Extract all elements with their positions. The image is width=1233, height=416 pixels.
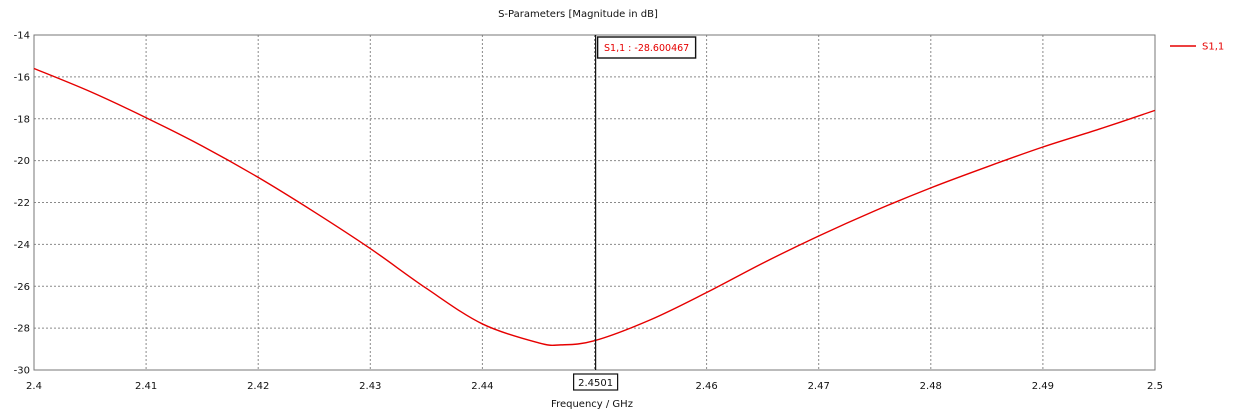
- chart-title: S-Parameters [Magnitude in dB]: [498, 9, 658, 20]
- y-tick-label: -30: [14, 366, 30, 377]
- x-axis-label: Frequency / GHz: [551, 399, 633, 410]
- x-tick-label: 2.44: [471, 381, 493, 392]
- y-tick-label: -28: [14, 324, 30, 335]
- grid-lines: [34, 35, 1155, 370]
- x-tick-label: 2.46: [695, 381, 717, 392]
- x-tick-label: 2.4: [26, 381, 42, 392]
- x-tick-label: 2.43: [359, 381, 381, 392]
- marker-value-label: S1,1 : -28.600467: [604, 43, 689, 54]
- y-axis-ticks: -14 -16 -18 -20 -22 -24 -26 -28 -30: [14, 31, 30, 377]
- marker-layer[interactable]: S1,1 : -28.600467 2.4501: [573, 35, 697, 391]
- y-tick-label: -20: [14, 156, 30, 167]
- x-tick-label: 2.5: [1147, 381, 1163, 392]
- y-tick-label: -14: [14, 31, 30, 42]
- y-tick-label: -26: [14, 282, 30, 293]
- marker-x-box: [573, 373, 619, 391]
- x-tick-label: 2.41: [135, 381, 157, 392]
- x-tick-label: 2.48: [920, 381, 942, 392]
- y-tick-label: -18: [14, 114, 30, 125]
- x-tick-label: 2.49: [1032, 381, 1054, 392]
- y-tick-label: -24: [14, 240, 30, 251]
- x-tick-label: 2.47: [808, 381, 830, 392]
- y-tick-label: -16: [14, 72, 30, 83]
- plot-area: [33, 34, 1156, 371]
- x-tick-label: 2.42: [247, 381, 269, 392]
- legend: S1,1: [1170, 42, 1224, 53]
- marker-value-box: [596, 36, 697, 59]
- series-layer: [33, 67, 1156, 346]
- y-tick-label: -22: [14, 198, 30, 209]
- marker-x-label: 2.4501: [578, 378, 613, 389]
- series-line-s11: [33, 67, 1156, 346]
- legend-label: S1,1: [1202, 42, 1224, 53]
